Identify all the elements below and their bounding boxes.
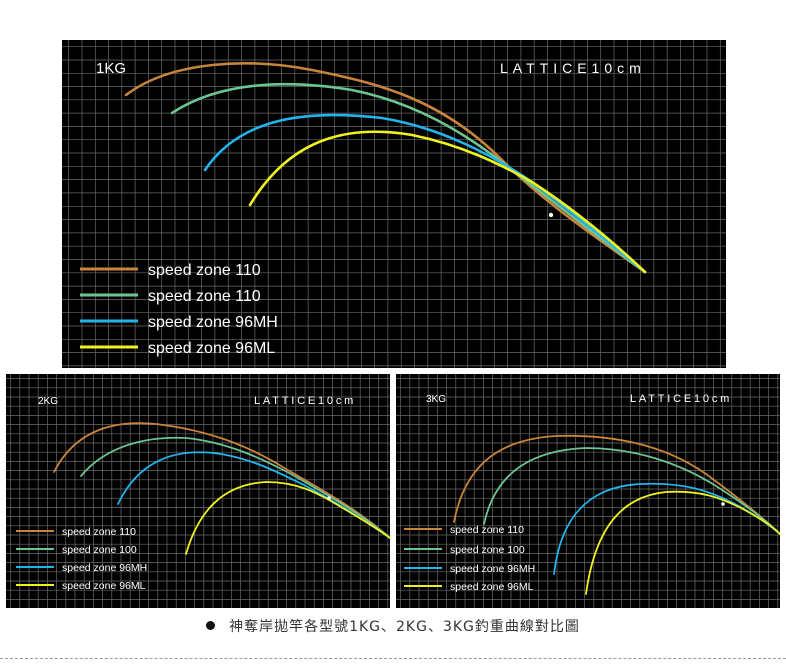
legend-label-3kg-0: speed zone 110 xyxy=(450,524,524,536)
rod-tip-marker-3kg xyxy=(721,502,725,506)
grid-lines-3kg xyxy=(396,374,780,608)
curves-3kg xyxy=(453,434,780,595)
legend-label-3kg-2: speed zone 96MH xyxy=(450,563,535,575)
chart-2kg-svg: 2KG LATTICE10cm speed zone 110 speed zone… xyxy=(6,374,390,608)
chart-panel-1kg: 1KG LATTICE10cm speed zone 110 speed zone… xyxy=(62,40,726,368)
chart-3kg-svg: 3KG LATTICE10cm speed zone 110 speed zone… xyxy=(396,374,780,608)
bend-curve-2kg-0 xyxy=(53,422,390,539)
legend-label-1kg-1: speed zone 110 xyxy=(148,288,261,305)
bullet-dot-icon xyxy=(206,621,216,630)
legend-label-1kg-0: speed zone 110 xyxy=(148,262,261,279)
chart-subtitle-3kg: LATTICE10cm xyxy=(630,393,732,405)
bend-curve-3kg-3 xyxy=(585,490,780,595)
chart-panel-3kg: 3KG LATTICE10cm speed zone 110 speed zone… xyxy=(396,374,780,608)
chart-panel-2kg: 2KG LATTICE10cm speed zone 110 speed zone… xyxy=(6,374,390,608)
bend-curve-1kg-1 xyxy=(170,82,647,274)
bend-curve-1kg-2 xyxy=(203,113,647,274)
bend-curve-2kg-2 xyxy=(117,451,390,539)
legend-3kg: speed zone 110 speed zone 100 speed zone… xyxy=(404,524,535,593)
caption-text: 神奪岸拋竿各型號1KG、2KG、3KG釣重曲線對比圖 xyxy=(229,619,580,635)
legend-label-1kg-2: speed zone 96MH xyxy=(148,314,278,331)
legend-label-1kg-3: speed zone 96ML xyxy=(148,340,275,357)
bend-curve-3kg-1 xyxy=(483,447,780,535)
legend-label-3kg-3: speed zone 96ML xyxy=(450,581,534,593)
chart-title-2kg: 2KG xyxy=(38,396,58,407)
bend-curve-3kg-2 xyxy=(553,482,780,575)
chart-1kg-svg: 1KG LATTICE10cm speed zone 110 speed zone… xyxy=(62,40,726,368)
legend-label-2kg-0: speed zone 110 xyxy=(62,526,136,538)
rod-tip-marker-2kg xyxy=(327,496,331,500)
legend-label-2kg-1: speed zone 100 xyxy=(62,544,137,556)
bend-curve-1kg-0 xyxy=(124,62,647,274)
legend-label-3kg-1: speed zone 100 xyxy=(450,544,525,556)
chart-subtitle-1kg: LATTICE10cm xyxy=(500,60,646,76)
chart-title-3kg: 3KG xyxy=(426,394,446,405)
chart-title-1kg: 1KG xyxy=(96,60,126,77)
curves-1kg xyxy=(124,62,647,274)
bend-curve-3kg-0 xyxy=(453,434,780,535)
bend-curve-2kg-3 xyxy=(185,481,390,555)
legend-2kg: speed zone 110 speed zone 100 speed zone… xyxy=(16,526,147,592)
bend-curve-2kg-1 xyxy=(80,436,390,539)
legend-1kg: speed zone 110 speed zone 110 speed zone… xyxy=(80,262,278,357)
legend-label-2kg-2: speed zone 96MH xyxy=(62,562,147,574)
rod-tip-marker-1kg xyxy=(548,212,554,218)
dashed-divider xyxy=(0,658,786,659)
curves-2kg xyxy=(53,422,390,555)
legend-label-2kg-3: speed zone 96ML xyxy=(62,580,146,592)
chart-subtitle-2kg: LATTICE10cm xyxy=(254,395,356,407)
figure-caption: 神奪岸拋竿各型號1KG、2KG、3KG釣重曲線對比圖 xyxy=(0,616,786,636)
bend-curve-1kg-3 xyxy=(248,130,647,274)
